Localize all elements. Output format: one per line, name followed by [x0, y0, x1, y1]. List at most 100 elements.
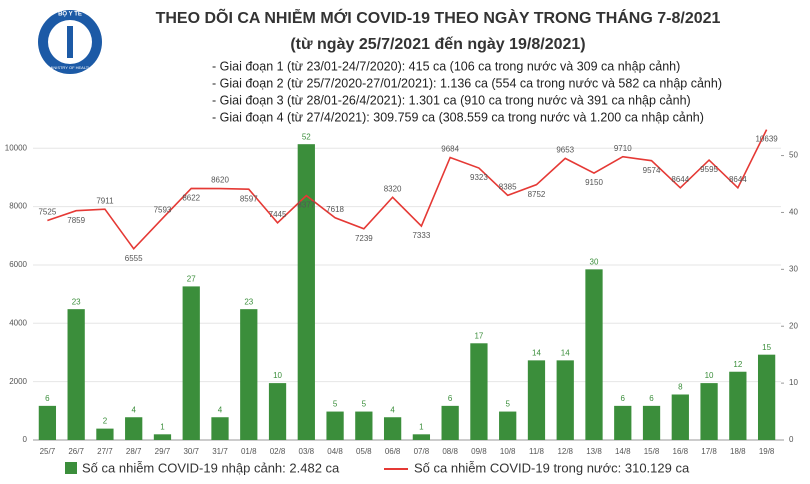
- x-tick-label: 14/8: [615, 447, 631, 456]
- bar: [383, 417, 402, 440]
- bar: [96, 428, 114, 440]
- bar-label: 12: [733, 360, 742, 369]
- bar-label: 6: [45, 394, 50, 403]
- line-label: 6555: [125, 254, 143, 263]
- bar-label: 27: [187, 275, 196, 284]
- bar: [441, 405, 459, 440]
- x-tick-label: 02/8: [270, 447, 286, 456]
- bar: [527, 360, 546, 440]
- x-tick-label: 29/7: [155, 447, 171, 456]
- y2-tick-label: 30: [789, 264, 798, 273]
- y2-tick-label: 50: [789, 151, 798, 160]
- line-label: 7859: [67, 216, 85, 225]
- bar: [67, 309, 85, 440]
- bar: [153, 434, 172, 440]
- x-tick-label: 09/8: [471, 447, 487, 456]
- line-label: 10639: [755, 135, 778, 144]
- legend-label: Số ca nhiễm COVID-19 nhập cảnh: 2.482 ca: [82, 460, 340, 475]
- line-label: 9595: [700, 165, 718, 174]
- bar: [240, 309, 258, 440]
- x-tick-label: 13/8: [586, 447, 602, 456]
- x-tick-label: 16/8: [673, 447, 689, 456]
- y-tick-label: 2000: [9, 377, 27, 386]
- line-label: 8644: [671, 175, 689, 184]
- bar-label: 8: [678, 383, 683, 392]
- x-tick-label: 05/8: [356, 447, 372, 456]
- annotation: - Giai đoạn 4 (từ 27/4/2021): 309.759 ca…: [212, 110, 704, 124]
- y-tick-label: 10000: [5, 143, 28, 152]
- bar-label: 6: [448, 394, 453, 403]
- bar-label: 5: [505, 400, 510, 409]
- x-tick-label: 06/8: [385, 447, 401, 456]
- line-label: 8597: [240, 194, 258, 203]
- x-tick-label: 31/7: [212, 447, 228, 456]
- line-label: 8622: [182, 194, 200, 203]
- logo: BỘ Y TẾ MINISTRY OF HEALTH: [38, 10, 102, 74]
- bar: [671, 394, 689, 440]
- annotation: - Giai đoạn 1 (từ 23/01-24/7/2020): 415 …: [212, 59, 680, 73]
- x-tick-label: 17/8: [701, 447, 717, 456]
- bar-label: 1: [419, 422, 424, 431]
- x-tick-label: 10/8: [500, 447, 516, 456]
- bar: [38, 405, 57, 440]
- annotation: - Giai đoạn 2 (từ 25/7/2020-27/01/2021):…: [212, 76, 722, 90]
- x-tick-label: 12/8: [557, 447, 573, 456]
- bar: [182, 286, 200, 440]
- x-tick-label: 25/7: [40, 447, 56, 456]
- bar-label: 23: [72, 297, 81, 306]
- logo-text: MINISTRY OF HEALTH: [49, 65, 91, 70]
- line-label: 9653: [556, 145, 574, 154]
- bar-label: 10: [273, 371, 282, 380]
- logo-staff: [67, 26, 73, 58]
- bar: [297, 144, 315, 441]
- legend-swatch: [65, 462, 77, 474]
- line-label: 8320: [384, 184, 402, 193]
- y-tick-label: 4000: [9, 318, 27, 327]
- line-label: 7525: [38, 208, 56, 217]
- bar-label: 6: [649, 394, 654, 403]
- bar-label: 23: [244, 297, 253, 306]
- bar-label: 30: [590, 257, 599, 266]
- bar: [556, 360, 574, 440]
- bar: [211, 417, 229, 440]
- bar-label: 52: [302, 132, 311, 141]
- legend-label: Số ca nhiễm COVID-19 trong nước: 310.129…: [414, 460, 690, 475]
- y-tick-label: 0: [23, 435, 28, 444]
- bar: [125, 417, 143, 440]
- line-label: 8385: [499, 182, 517, 191]
- line-label: 9323: [470, 173, 488, 182]
- x-tick-label: 19/8: [759, 447, 775, 456]
- bar: [268, 383, 287, 440]
- bar: [585, 269, 603, 440]
- bar-label: 5: [333, 400, 338, 409]
- bar-label: 1: [160, 422, 165, 431]
- line-label: 9684: [441, 145, 459, 154]
- logo-text: BỘ Y TẾ: [58, 10, 82, 18]
- x-tick-label: 01/8: [241, 447, 257, 456]
- line-label: 7239: [355, 234, 373, 243]
- y2-tick-label: 10: [789, 378, 798, 387]
- line-label: 7445: [269, 210, 287, 219]
- line-label: 7333: [412, 231, 430, 240]
- bar: [326, 411, 344, 440]
- bar-label: 15: [762, 343, 771, 352]
- x-tick-label: 08/8: [442, 447, 458, 456]
- x-tick-label: 30/7: [183, 447, 199, 456]
- x-tick-label: 26/7: [68, 447, 84, 456]
- line-label: 7618: [326, 205, 344, 214]
- line-label: 8377: [297, 201, 315, 210]
- y-tick-label: 8000: [9, 202, 27, 211]
- x-tick-label: 28/7: [126, 447, 142, 456]
- line-label: 7593: [154, 206, 172, 215]
- x-tick-label: 18/8: [730, 447, 746, 456]
- bar-label: 2: [103, 417, 108, 426]
- x-tick-label: 27/7: [97, 447, 113, 456]
- bar: [355, 411, 373, 440]
- chart-title: THEO DÕI CA NHIỄM MỚI COVID-19 THEO NGÀY…: [156, 7, 721, 27]
- y-tick-label: 6000: [9, 260, 27, 269]
- x-tick-label: 15/8: [644, 447, 660, 456]
- bar-label: 4: [131, 405, 136, 414]
- bar-label: 14: [561, 348, 570, 357]
- x-tick-label: 07/8: [414, 447, 430, 456]
